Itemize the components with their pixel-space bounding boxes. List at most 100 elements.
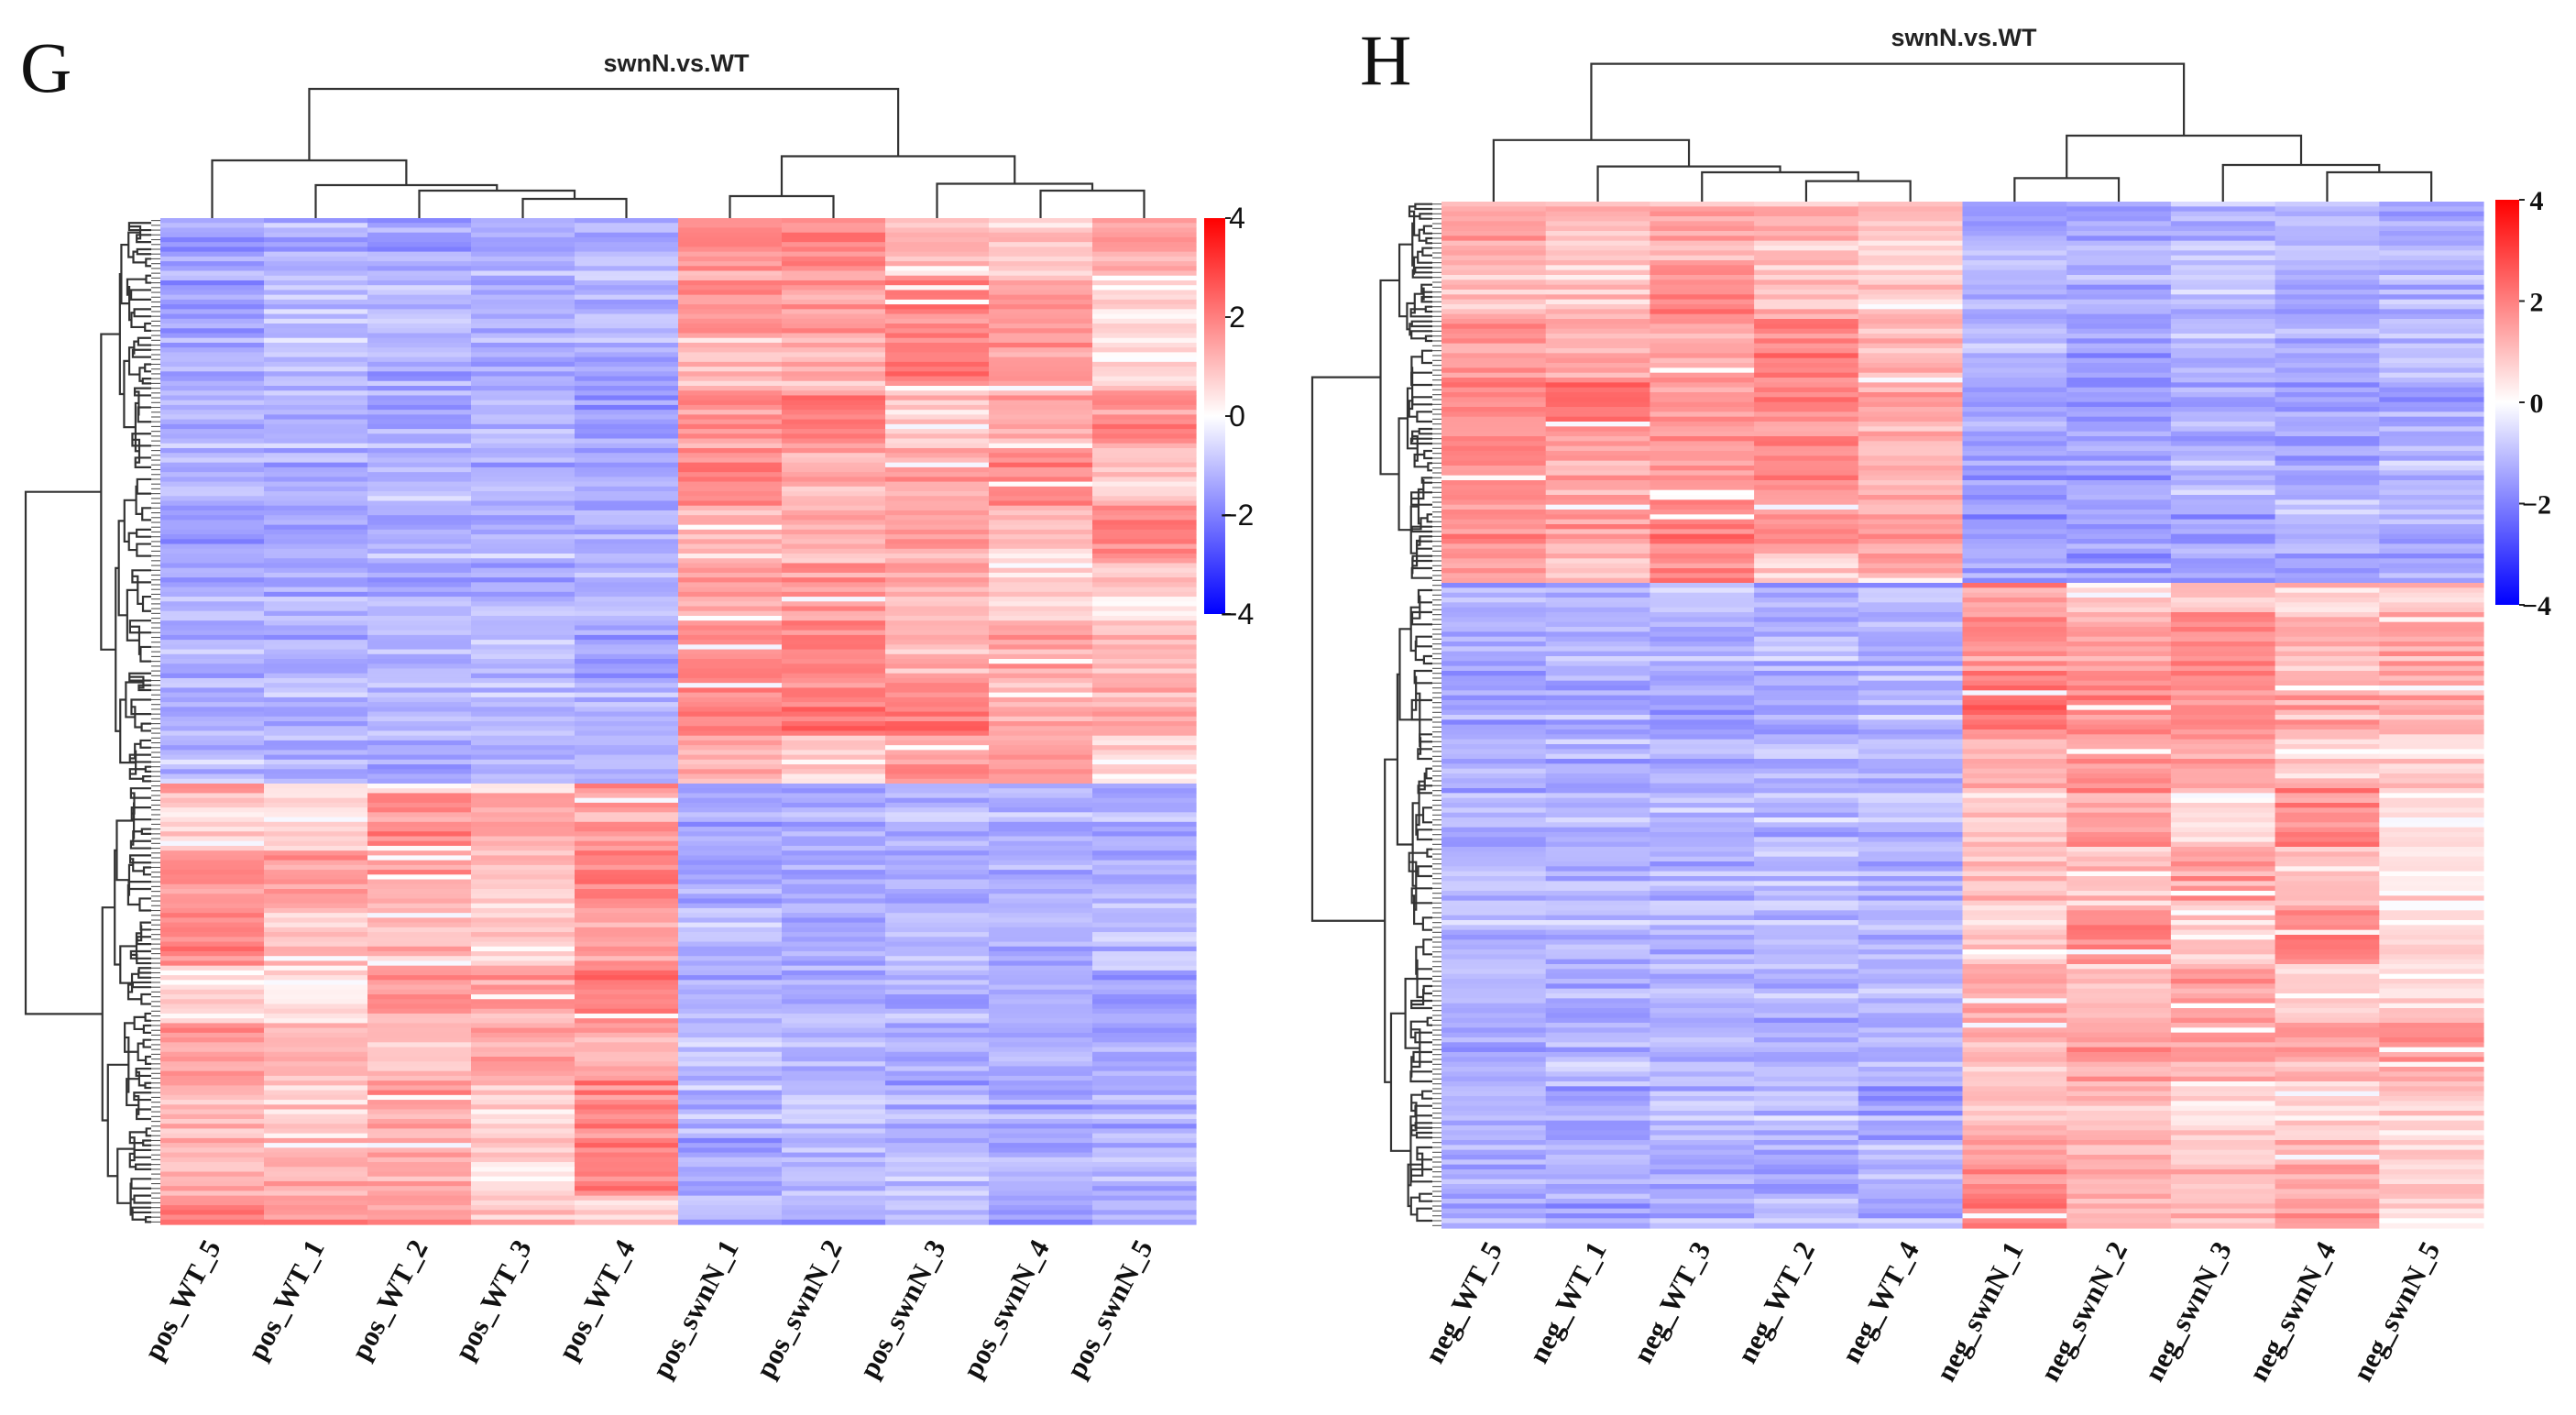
heatmap-cell — [1858, 783, 1964, 789]
heatmap-cell — [1441, 1169, 1547, 1175]
heatmap-cell — [678, 1186, 783, 1191]
heatmap-cell — [2275, 397, 2380, 403]
heatmap-cell — [264, 946, 368, 952]
heatmap-cell — [160, 697, 265, 703]
heatmap-cell — [678, 510, 783, 516]
heatmap-cell — [1962, 436, 2067, 442]
heatmap-cell — [160, 242, 265, 247]
heatmap-cell — [1441, 519, 1547, 525]
heatmap-cell — [1092, 1167, 1197, 1173]
heatmap-cell — [471, 515, 575, 521]
heatmap-cell — [678, 1070, 783, 1077]
heatmap-cell — [2066, 221, 2172, 227]
row-dendrogram-branch — [1423, 449, 1432, 460]
heatmap-cell — [2275, 489, 2380, 496]
heatmap-cell — [1545, 920, 1650, 926]
heatmap-cell — [471, 1080, 575, 1086]
heatmap-cell — [264, 764, 368, 770]
heatmap-cell — [1441, 773, 1547, 779]
heatmap-cell — [678, 318, 783, 324]
heatmap-cell — [1092, 1057, 1197, 1062]
heatmap-cell — [782, 664, 886, 670]
heatmap-cell — [989, 653, 1093, 660]
heatmap-cell — [1754, 939, 1859, 946]
heatmap-cell — [1650, 284, 1755, 291]
heatmap-cell — [1650, 675, 1755, 682]
heatmap-cell — [2170, 891, 2276, 896]
heatmap-cell — [989, 275, 1093, 281]
heatmap-cell — [678, 554, 783, 559]
heatmap-cell — [1962, 841, 2067, 848]
heatmap-cell — [367, 606, 472, 612]
heatmap-cell — [782, 352, 886, 358]
heatmap-cell — [1962, 460, 2067, 466]
row-dendrogram-branch — [137, 925, 143, 942]
heatmap-cell — [989, 1195, 1093, 1201]
heatmap-cell — [264, 433, 368, 440]
heatmap-cell — [575, 1133, 679, 1139]
heatmap-cell — [1962, 1086, 2067, 1092]
heatmap-cell — [885, 582, 990, 588]
heatmap-cell — [160, 524, 265, 531]
heatmap-cell — [160, 447, 265, 454]
heatmap-cell — [1754, 480, 1859, 486]
heatmap-cell — [885, 1027, 990, 1034]
heatmap-cell — [2379, 246, 2484, 251]
heatmap-cell — [782, 1190, 886, 1197]
heatmap-cell — [1754, 763, 1859, 770]
heatmap-cell — [1962, 1203, 2067, 1210]
heatmap-cell — [885, 524, 990, 531]
heatmap-cell — [1962, 705, 2067, 711]
heatmap-cell — [471, 773, 575, 780]
heatmap-cell — [1092, 1027, 1197, 1034]
heatmap-cell — [2066, 533, 2172, 540]
heatmap-cell — [1650, 401, 1755, 408]
heatmap-cell — [885, 1152, 990, 1158]
heatmap-cell — [1858, 1208, 1964, 1214]
heatmap-cell — [471, 1176, 575, 1182]
heatmap-cell — [471, 290, 575, 296]
heatmap-cell — [1858, 363, 1964, 368]
heatmap-cell — [1962, 577, 2067, 584]
row-dendrogram-branch — [127, 863, 134, 896]
heatmap-cell — [160, 883, 265, 890]
heatmap-cell — [1441, 885, 1547, 892]
heatmap-cell — [367, 879, 472, 885]
heatmap-cell — [885, 894, 990, 900]
heatmap-cell — [1545, 240, 1650, 247]
heatmap-cell — [1962, 324, 2067, 330]
heatmap-cell — [160, 1042, 265, 1048]
heatmap-cell — [1650, 807, 1755, 814]
heatmap-cell — [264, 1090, 368, 1096]
heatmap-cell — [1754, 675, 1859, 682]
heatmap-cell — [1754, 1203, 1859, 1210]
heatmap-cell — [1962, 602, 2067, 609]
heatmap-cell — [367, 707, 472, 713]
heatmap-cell — [885, 716, 990, 722]
heatmap-cell — [782, 1090, 886, 1096]
heatmap-cell — [1754, 328, 1859, 335]
heatmap-cell — [989, 266, 1093, 272]
heatmap-cell — [1650, 216, 1755, 222]
heatmap-cell — [2170, 319, 2276, 324]
heatmap-cell — [1092, 324, 1197, 329]
row-dendrogram-branch — [137, 336, 151, 346]
heatmap-cell — [1754, 533, 1859, 540]
heatmap-cell — [1650, 319, 1755, 324]
heatmap-cell — [2275, 236, 2380, 242]
heatmap-cell — [1858, 202, 1964, 207]
heatmap-cell — [264, 711, 368, 718]
heatmap-cell — [1092, 1219, 1197, 1225]
heatmap-cell — [264, 1118, 368, 1124]
heatmap-cell — [1650, 441, 1755, 447]
heatmap-cell — [1754, 988, 1859, 994]
heatmap-cell — [1441, 470, 1547, 477]
heatmap-cell — [575, 1186, 679, 1191]
heatmap-cell — [2170, 348, 2276, 354]
heatmap-cell — [1441, 319, 1547, 324]
heatmap-cell — [160, 577, 265, 583]
heatmap-cell — [575, 423, 679, 430]
heatmap-cell — [2379, 309, 2484, 315]
heatmap-cell — [1650, 949, 1755, 955]
heatmap-cell — [471, 371, 575, 378]
